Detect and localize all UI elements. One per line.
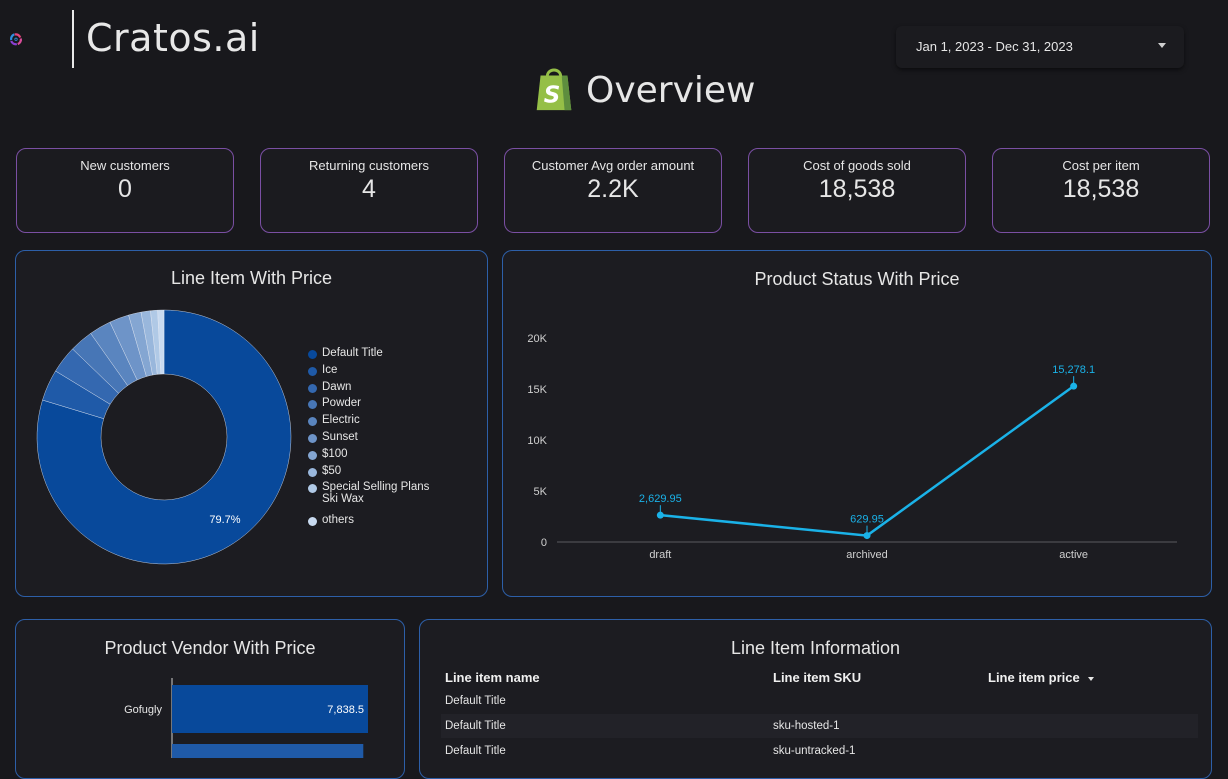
vendor-label: Gofugly <box>124 704 162 716</box>
legend-dot <box>308 484 317 494</box>
legend-item[interactable]: Dawn <box>308 381 442 398</box>
column-header-price[interactable]: Line item price <box>988 670 1095 685</box>
kpi-value: 4 <box>362 175 376 203</box>
table-row-stripe <box>441 714 1198 738</box>
legend-dot <box>308 467 317 477</box>
kpi-label: Cost per item <box>1062 158 1140 173</box>
svg-text:S: S <box>544 82 561 108</box>
x-tick-label: active <box>1059 549 1088 561</box>
data-point[interactable] <box>863 532 871 540</box>
legend-item[interactable]: Special Selling Plans Ski Wax <box>308 481 442 514</box>
panel-title: Line Item Information <box>730 638 901 658</box>
legend-dot <box>308 450 317 460</box>
data-point[interactable] <box>1070 382 1078 390</box>
legend-item[interactable]: Default Title <box>308 347 442 364</box>
shopify-bag-icon: S <box>536 68 572 111</box>
x-tick-label: archived <box>846 549 888 561</box>
product-vendor-bar-chart: Gofugly 7,838.5 <box>124 678 368 758</box>
legend-item[interactable]: Sunset <box>308 431 442 448</box>
y-tick-label: 0 <box>541 537 547 549</box>
data-point[interactable] <box>656 511 664 519</box>
panel-title: Product Vendor With Price <box>104 638 316 658</box>
y-tick-label: 20K <box>527 333 547 345</box>
table-cell: sku-untracked-1 <box>773 745 856 757</box>
legend-dot <box>308 517 317 527</box>
legend-label: Default Title <box>322 347 383 359</box>
y-tick-label: 15K <box>527 384 547 396</box>
legend-label: Ice <box>322 363 338 376</box>
kpi-label: Cost of goods sold <box>803 158 911 173</box>
legend-dot <box>308 366 317 376</box>
panel-title: Line Item With Price <box>170 268 333 288</box>
legend-label: others <box>322 514 354 527</box>
y-tick-label: 5K <box>534 486 548 498</box>
cratos-logo-icon <box>9 33 23 46</box>
product-status-panel: Product Status With Price <box>502 250 1212 597</box>
kpi-value: 18,538 <box>818 175 896 203</box>
brand-divider <box>72 10 74 68</box>
legend-label: Special Selling Plans Ski Wax <box>322 481 430 506</box>
legend-item[interactable]: Ice <box>308 364 442 381</box>
legend-item[interactable]: Powder <box>308 397 442 414</box>
y-tick-label: 10K <box>527 435 547 447</box>
x-tick-label: draft <box>649 549 671 561</box>
legend-item[interactable]: others <box>308 514 442 531</box>
legend-dot <box>308 383 317 393</box>
date-range-label: Jan 1, 2023 - Dec 31, 2023 <box>916 39 1073 54</box>
column-header-price-label: Line item price <box>988 670 1080 685</box>
page-title: Overview <box>586 70 756 111</box>
kpi-value: 18,538 <box>1062 175 1140 203</box>
product-status-line-chart: 0 5K 10K 15K 20K 2,629.95 draft 629.95 archived 1… <box>527 333 1177 561</box>
table-cell: sku-hosted-1 <box>773 720 840 732</box>
kpi-value: 0 <box>118 175 132 203</box>
chevron-down-icon <box>1158 43 1166 48</box>
data-label: 629.95 <box>850 514 884 526</box>
kpi-value: 2.2K <box>587 175 639 203</box>
table-cell: Default Title <box>445 745 506 757</box>
kpi-card-cost-of-goods-sold: Cost of goods sold 18,538 <box>748 148 966 233</box>
donut-data-label: 79.7% <box>209 514 240 526</box>
legend-dot <box>308 417 317 427</box>
data-label: 2,629.95 <box>639 493 682 505</box>
legend-label: Sunset <box>322 430 358 443</box>
kpi-card-cost-per-item: Cost per item 18,538 <box>992 148 1210 233</box>
bar-data-label: 7,838.5 <box>327 704 364 716</box>
column-header-name[interactable]: Line item name <box>445 670 540 685</box>
legend-dot <box>308 433 317 443</box>
sort-desc-icon <box>1088 676 1095 681</box>
kpi-card-avg-order-amount: Customer Avg order amount 2.2K <box>504 148 722 233</box>
table-cell: Default Title <box>445 695 506 707</box>
legend-label: Powder <box>322 397 361 410</box>
kpi-label: Returning customers <box>309 158 429 173</box>
column-header-sku[interactable]: Line item SKU <box>773 670 862 685</box>
kpi-card-new-customers: New customers 0 <box>16 148 234 233</box>
kpi-card-returning-customers: Returning customers 4 <box>260 148 478 233</box>
line-item-info-panel: Line Item Information <box>419 619 1212 779</box>
legend-label: $50 <box>322 464 342 477</box>
donut-slice[interactable] <box>157 309 165 375</box>
line-item-donut-chart: 79.7% <box>36 309 292 565</box>
donut-slice[interactable] <box>36 309 292 565</box>
legend-item[interactable]: Electric <box>308 414 442 431</box>
vendor-bar[interactable] <box>172 744 364 758</box>
legend-label: $100 <box>322 447 348 460</box>
kpi-label: Customer Avg order amount <box>531 158 695 173</box>
brand-name: Cratos.ai <box>86 16 260 60</box>
panel-title: Product Status With Price <box>754 269 960 289</box>
data-label: 15,278.1 <box>1052 364 1095 376</box>
legend-item[interactable]: $100 <box>308 448 442 465</box>
legend-label: Electric <box>322 414 360 427</box>
legend-dot <box>308 400 317 410</box>
legend-dot <box>308 350 317 359</box>
vendor-bar[interactable] <box>172 685 368 733</box>
legend-label: Dawn <box>322 380 352 393</box>
kpi-label: New customers <box>80 158 170 173</box>
date-range-picker[interactable]: Jan 1, 2023 - Dec 31, 2023 <box>896 26 1184 68</box>
legend-item[interactable]: $50 <box>308 465 442 482</box>
table-cell: Default Title <box>445 720 506 732</box>
donut-legend: Default Title Ice Dawn Powder Electric Sunset… <box>308 347 442 531</box>
